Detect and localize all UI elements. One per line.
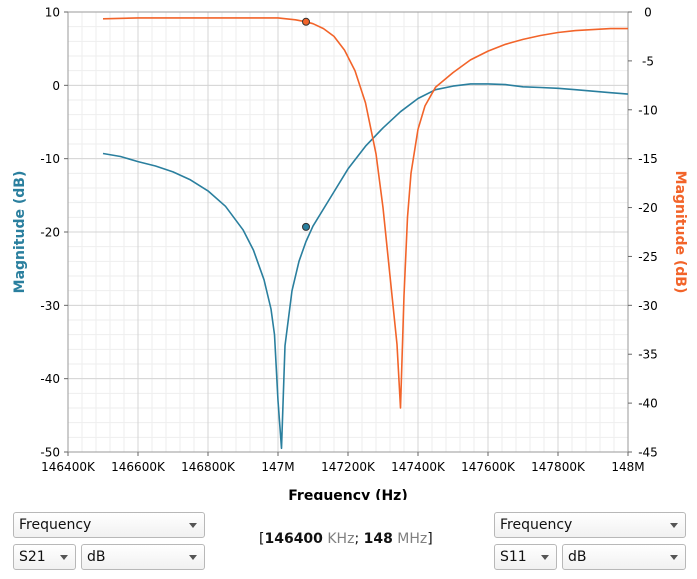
left-y-tick-label: -10 [40,152,60,166]
chevron-down-icon [670,523,678,528]
x-tick-label: 146600K [111,460,166,474]
x-tick-label: 147200K [321,460,376,474]
right-y-tick-label: -40 [638,397,658,411]
left-sweep-mode-select[interactable]: Frequency [13,512,205,538]
x-tick-label: 147600K [461,460,516,474]
range-start-value: 146400 [264,531,323,547]
right-y-tick-label: -15 [638,152,658,166]
right-format-select[interactable]: dB [562,544,686,570]
left-format-select[interactable]: dB [81,544,205,570]
chevron-down-icon [670,555,678,560]
chevron-down-icon [189,555,197,560]
x-tick-label: 147400K [391,460,446,474]
right-y-tick-label: -30 [638,299,658,313]
chart-area: 146400K 146600K 146800K 147M 147200K 147400K 1… [12,6,688,501]
right-y-tick-label: -20 [638,201,658,215]
tick-group: 146400K 146600K 146800K 147M 147200K 147400K 1… [40,6,657,475]
x-tick-label: 148M [611,460,644,474]
left-y-tick-label: -20 [40,226,60,240]
series-line-s11 [102,17,628,409]
right-y-tick-label: -45 [638,446,658,460]
right-sweep-mode-select[interactable]: Frequency [494,512,686,538]
x-tick-label: 146400K [41,460,96,474]
chevron-down-icon [189,523,197,528]
frequency-range-readout: [146400 KHz; 148 MHz] [259,531,433,547]
right-format-value: dB [568,549,587,565]
left-format-value: dB [87,549,106,565]
left-parameter-value: S21 [19,549,46,565]
series-group [102,17,629,450]
left-y-tick-label: -40 [40,372,60,386]
marker-group[interactable] [302,17,310,231]
range-stop-unit: MHz [397,531,428,547]
right-parameter-select[interactable]: S11 [494,544,557,570]
right-y-tick-label: -25 [638,250,658,264]
x-tick-label: 147M [261,460,294,474]
x-tick-label: 146800K [181,460,236,474]
left-y-tick-label: -50 [40,446,60,460]
marker-s11[interactable] [302,17,310,26]
range-open-bracket: [ [259,531,265,547]
left-y-tick-label: 0 [52,79,60,93]
range-close-bracket: ] [427,531,433,547]
range-start-unit: KHz [327,531,355,547]
series-line-s21 [102,83,629,450]
chevron-down-icon [541,555,549,560]
range-separator: ; [354,531,364,547]
right-y-tick-label: -10 [638,103,658,117]
left-y-axis-label: Magnitude (dB) [12,171,28,294]
right-y-tick-label: -35 [638,348,658,362]
left-sweep-mode-value: Frequency [19,517,92,533]
right-sweep-mode-value: Frequency [500,517,573,533]
marker-s21[interactable] [302,222,310,231]
left-y-tick-label: -30 [40,299,60,313]
range-stop-value: 148 [363,531,393,547]
chevron-down-icon [60,555,68,560]
right-parameter-value: S11 [500,549,527,565]
left-y-tick-label: 10 [45,6,60,20]
left-parameter-select[interactable]: S21 [13,544,76,570]
right-y-tick-label: -5 [642,54,654,68]
x-axis-label: Frequency (Hz) [288,488,407,500]
x-tick-label: 147800K [531,460,586,474]
right-y-axis-label: Magnitude (dB) [672,171,688,294]
right-y-tick-label: 0 [644,6,652,20]
